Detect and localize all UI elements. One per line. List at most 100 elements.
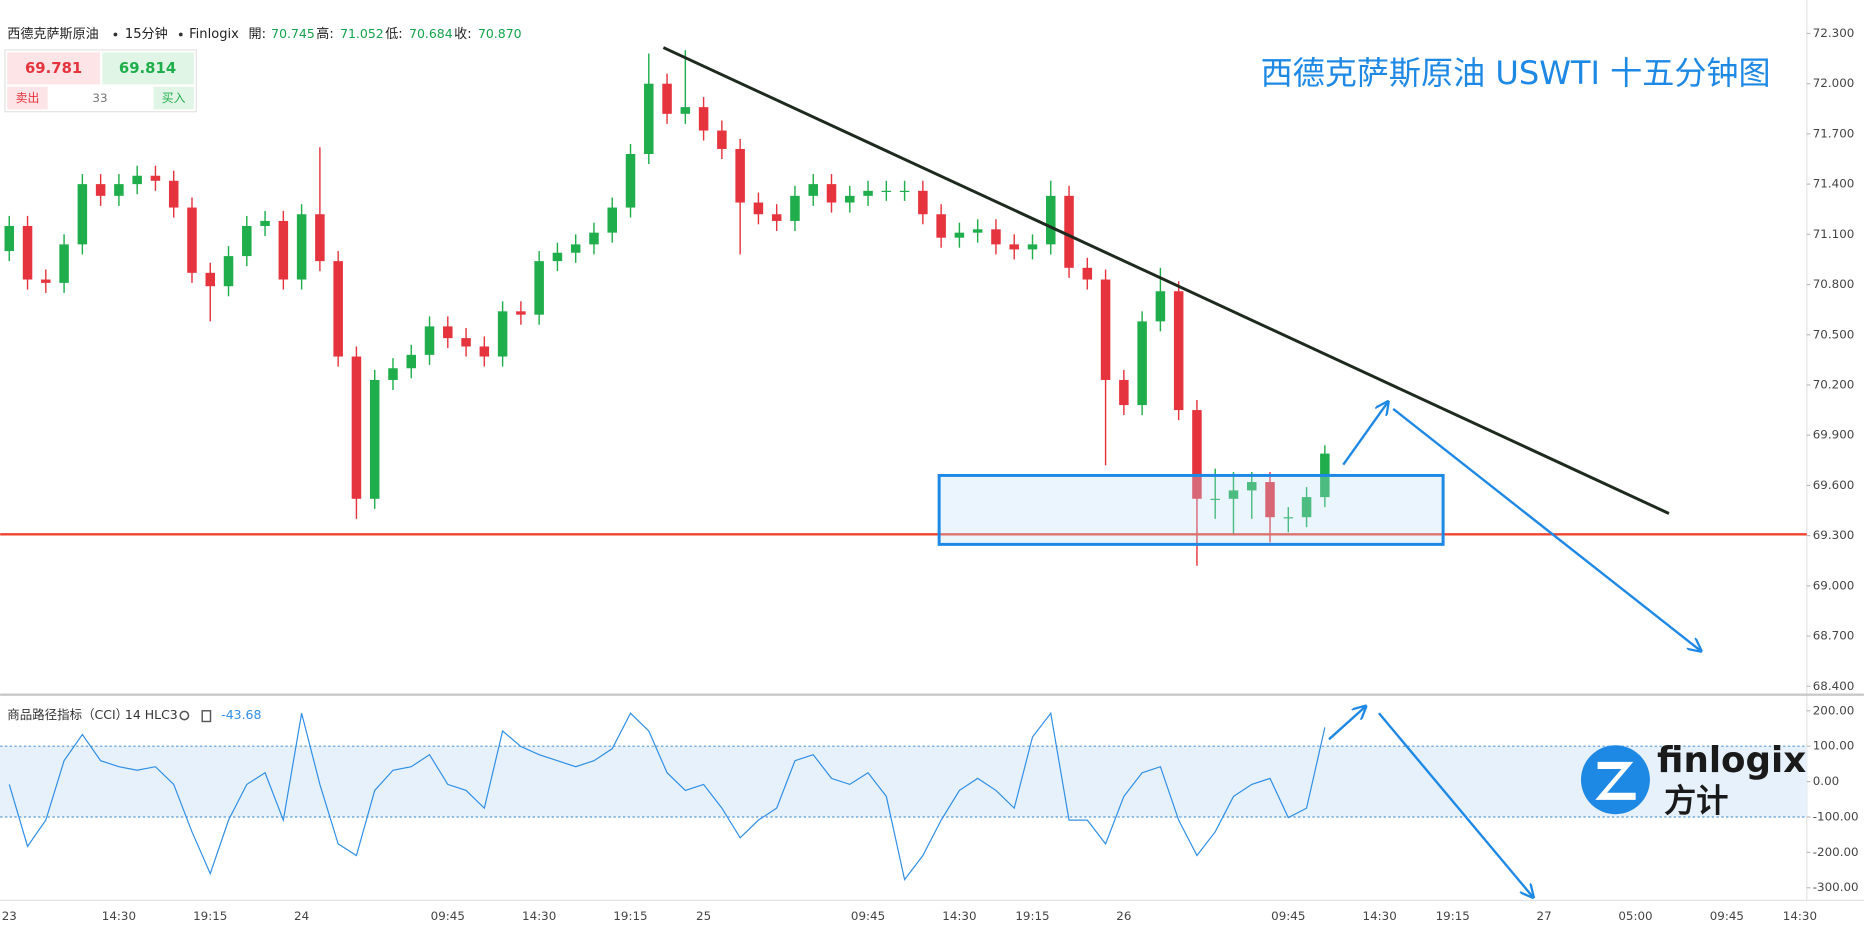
candle-body xyxy=(1210,498,1220,500)
candle-body xyxy=(77,184,88,245)
x-tick-label: 19:15 xyxy=(1436,909,1470,923)
candle-body xyxy=(315,214,325,262)
y-tick-label: 69.300 xyxy=(1813,528,1855,542)
y-tick-label: -100.00 xyxy=(1813,809,1859,823)
arrow-down-cci xyxy=(1378,712,1532,896)
sell-button[interactable] xyxy=(7,52,100,85)
high-label: 高: xyxy=(316,26,333,42)
settings-icon[interactable] xyxy=(179,710,190,721)
candle-body xyxy=(424,326,435,355)
candle-body xyxy=(278,220,289,280)
y-tick-label: 69.600 xyxy=(1813,478,1855,492)
high-value: 71.052 xyxy=(340,26,384,41)
candle-body xyxy=(954,232,965,238)
candle-body xyxy=(59,244,69,283)
candle-body xyxy=(1082,267,1093,280)
candle-body xyxy=(1155,291,1166,322)
candle-body xyxy=(790,195,800,221)
candle-body xyxy=(570,244,581,253)
candle-body xyxy=(132,175,142,185)
x-tick-label: 09:45 xyxy=(1271,909,1305,923)
x-tick-label: 26 xyxy=(1116,909,1131,923)
candle-body xyxy=(443,326,453,339)
candle-body xyxy=(516,311,526,315)
y-tick-label: 69.900 xyxy=(1813,428,1855,442)
candle-body xyxy=(187,207,197,273)
symbol: 西德克萨斯原油 xyxy=(7,27,98,42)
y-tick-label: -300.00 xyxy=(1813,880,1859,894)
candle-body xyxy=(534,261,544,315)
x-tick-label: 14:30 xyxy=(1363,909,1397,923)
x-tick-label: 14:30 xyxy=(522,909,556,923)
candle-body xyxy=(1009,244,1019,250)
candle-body xyxy=(369,379,380,499)
arrow-up-cci xyxy=(1328,707,1365,741)
x-tick-label: 09:45 xyxy=(851,909,885,923)
y-tick-label: -200.00 xyxy=(1813,845,1859,859)
x-tick-label: 14:30 xyxy=(942,909,976,923)
candle-body xyxy=(1100,279,1111,380)
candle-body xyxy=(1137,321,1147,406)
interval: 15分钟 xyxy=(125,26,168,42)
range-box xyxy=(937,473,1445,546)
candle-body xyxy=(4,225,15,252)
x-tick-label: 27 xyxy=(1537,909,1552,923)
sell-tag xyxy=(7,86,48,110)
candle-body xyxy=(552,252,563,262)
x-tick-label: 09:45 xyxy=(431,909,465,923)
candle-body xyxy=(826,184,837,203)
candle-body xyxy=(223,256,234,287)
x-tick-label: 09:45 xyxy=(1710,909,1744,923)
candle-body xyxy=(41,279,51,283)
candle-body xyxy=(1301,497,1312,518)
candle-body xyxy=(168,180,179,208)
y-tick-label: 72.300 xyxy=(1813,26,1855,40)
y-tick-label: 0.00 xyxy=(1813,774,1839,788)
y-tick-label: 71.100 xyxy=(1813,227,1855,241)
candle-body xyxy=(333,261,343,357)
y-tick-label: 100.00 xyxy=(1813,739,1855,753)
candle-body xyxy=(753,202,764,215)
candle-body xyxy=(991,229,1001,245)
candle-body xyxy=(406,354,417,369)
separator-dot xyxy=(178,32,183,37)
candle-body xyxy=(22,225,33,280)
x-tick-label: 19:15 xyxy=(193,909,227,923)
candle-body xyxy=(1247,482,1257,491)
candle-body xyxy=(242,225,252,257)
candle-body xyxy=(260,220,270,226)
open-value: 70.745 xyxy=(271,26,315,41)
candle-body xyxy=(95,184,106,196)
sell-price: 69.781 xyxy=(25,59,82,77)
candle-body xyxy=(717,130,727,149)
candle-body xyxy=(1119,379,1129,406)
candle-body xyxy=(936,214,946,238)
candle-body xyxy=(771,214,782,221)
candle-body xyxy=(625,153,636,208)
candle-body xyxy=(735,148,745,203)
buy-button[interactable] xyxy=(102,52,194,85)
delete-icon[interactable] xyxy=(201,710,212,723)
sell-label: 卖出 xyxy=(16,91,40,105)
x-tick-label: 19:15 xyxy=(613,909,647,923)
brand-name: finlogix xyxy=(1657,740,1806,781)
candle-body xyxy=(1228,490,1239,499)
indicator-params: 14 HLC3 xyxy=(125,707,178,722)
x-tick-label: 14:30 xyxy=(102,909,136,923)
logo-z xyxy=(1595,761,1636,800)
candle-body xyxy=(881,190,892,193)
close-label: 收: xyxy=(454,27,471,42)
y-tick-label: 70.500 xyxy=(1813,327,1855,341)
candle-body xyxy=(863,190,873,196)
candle-body xyxy=(1265,482,1275,518)
y-tick-label: 72.000 xyxy=(1813,76,1855,90)
close-value: 70.870 xyxy=(478,26,522,41)
y-tick-label: 68.400 xyxy=(1813,679,1855,693)
candle-body xyxy=(1064,195,1074,268)
candle-body xyxy=(205,272,216,287)
candle-body xyxy=(351,356,362,499)
x-tick-label: 23 xyxy=(2,909,17,923)
buy-label: 买入 xyxy=(162,91,186,105)
low-label: 低: xyxy=(385,27,402,42)
